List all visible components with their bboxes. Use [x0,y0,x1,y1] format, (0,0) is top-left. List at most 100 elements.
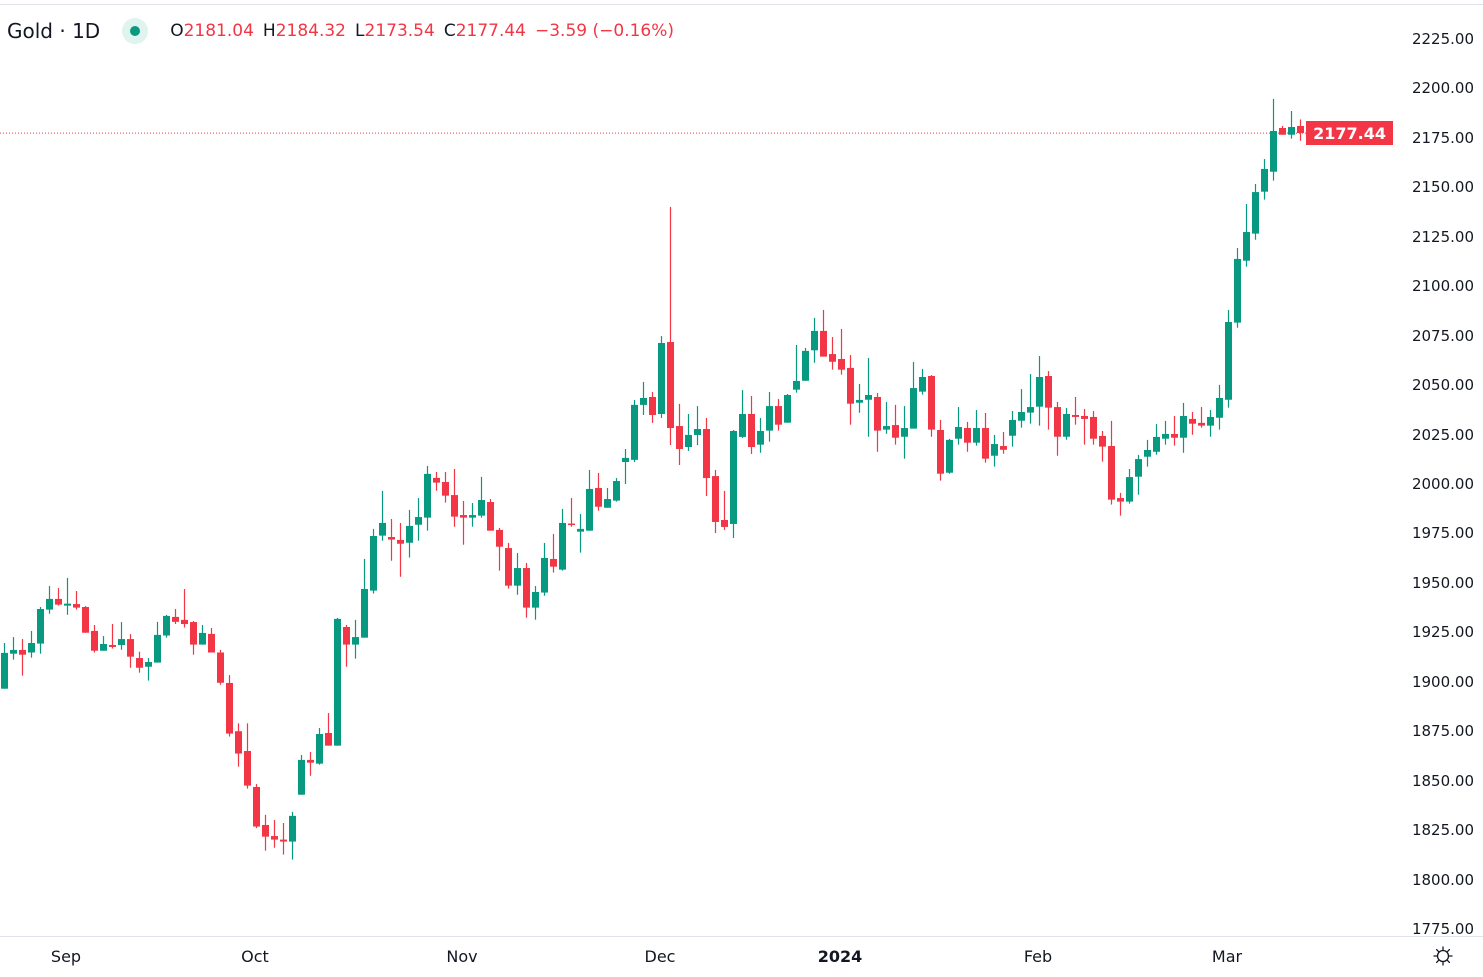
gear-icon[interactable] [1433,946,1453,966]
candle-wick [1290,110,1293,139]
candle-body [442,482,449,496]
candle [424,466,431,531]
candle-body [352,637,359,645]
candle-body [919,377,926,392]
candle-body [685,434,692,448]
candle-wick [669,206,672,446]
candle [775,398,782,431]
candle-wick [471,502,474,527]
candle-body [469,515,476,518]
candle-body [451,495,458,517]
y-tick-label: 1775.00 [1411,920,1474,938]
candle [1108,420,1115,505]
candle-wick [399,522,402,577]
candlestick-plot[interactable] [0,0,1395,936]
candle-body [622,457,629,463]
candle [352,619,359,659]
candle [1072,396,1079,425]
candle-body [640,397,647,405]
change-value: −3.59 (−0.16%) [535,21,675,41]
candle-body [820,330,827,357]
time-axis-border [0,936,1483,937]
candle-wick [894,404,897,445]
candle [1081,409,1088,445]
candle [46,586,53,614]
candle-body [730,430,737,524]
candle-body [1225,322,1232,400]
candle-wick [723,490,726,530]
candle [964,421,971,452]
candle-body [901,428,908,437]
high-label: H [262,21,276,41]
candle [154,621,161,663]
candle [604,487,611,508]
candle [109,624,116,649]
candle-body [172,616,179,622]
candle-body [856,399,863,403]
candle [946,438,953,474]
candle-body [109,644,116,647]
y-tick-label: 1975.00 [1411,524,1474,543]
candle [343,625,350,667]
candle-body [1252,192,1259,234]
low-value: 2173.54 [364,21,435,41]
open-value: 2181.04 [183,21,254,41]
candle [460,501,467,545]
candle [883,401,890,434]
candle [631,399,638,463]
candle-body [712,476,719,522]
candle [694,406,701,446]
y-tick-label: 2100.00 [1411,277,1474,296]
candle [667,206,674,446]
candle [415,498,422,541]
candle-wick [795,344,798,393]
candle [289,811,296,860]
candle-body [631,404,638,460]
candle-body [370,536,377,591]
y-tick-label: 1900.00 [1411,672,1474,691]
candle [217,649,224,685]
close-label: C [443,21,456,41]
candle-body [325,733,332,746]
candle-wick [480,476,483,518]
candle-body [829,354,836,362]
candle-body [991,444,998,456]
candle-body [649,396,656,415]
candle-body [415,517,422,525]
candle [748,395,755,454]
candle [982,412,989,463]
candle-wick [1020,389,1023,428]
candle-wick [858,383,861,413]
candle-body [289,815,296,842]
candle [469,502,476,527]
candle-body [514,568,521,586]
candle [685,413,692,451]
interval: 1D [72,19,101,43]
symbol-title[interactable]: Gold · 1D [7,19,100,43]
candle-body [775,406,782,425]
candle-body [262,824,269,837]
candle-wick [57,588,60,606]
candle-body [379,522,386,536]
candle-body [1054,407,1061,437]
candle-body [37,608,44,644]
candle [1216,384,1223,430]
candle-body [802,350,809,381]
candle-wick [102,636,105,651]
candle-body [82,607,89,633]
candle-body [1270,130,1277,172]
y-tick-label: 1825.00 [1411,821,1474,840]
candle [388,519,395,561]
candle-body [1288,127,1295,135]
market-status-icon[interactable] [122,18,149,44]
candle-wick [183,589,186,628]
candle [991,434,998,467]
candle-body [1153,436,1160,452]
candle-body [118,639,125,645]
candle-body [1171,433,1178,438]
candle-body [505,548,512,586]
candle-body [46,598,53,610]
candle [433,471,440,491]
candle-body [334,618,341,746]
candle [838,328,845,375]
